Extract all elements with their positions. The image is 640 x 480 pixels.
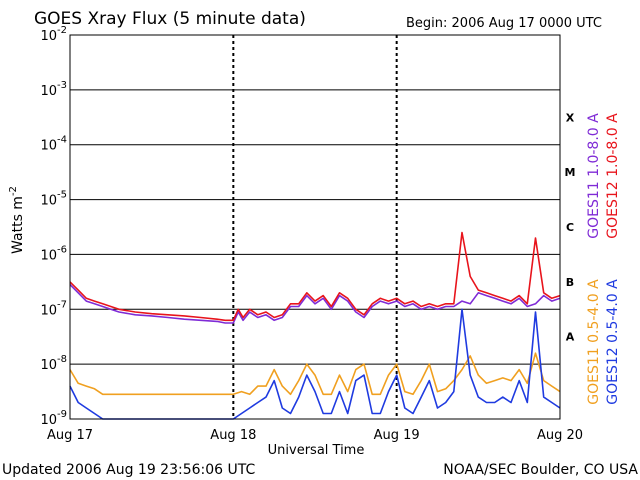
y-tick-base: 10 <box>40 194 57 209</box>
legend-entry-1: GOES12 1.0-8.0 A <box>605 113 621 239</box>
y-tick-base: 10 <box>40 358 57 373</box>
y-tick-exponent: -8 <box>57 354 67 365</box>
y-axis-label-sup: -2 <box>8 186 19 196</box>
y-tick-label-6: 10-3 <box>40 80 67 99</box>
y-tick-exponent: -9 <box>57 409 67 420</box>
y-tick-label-7: 10-2 <box>40 25 67 44</box>
legend-entry-3: GOES12 0.5-4.0 A <box>605 279 621 405</box>
footer-updated: Updated 2006 Aug 19 23:56:06 UTC <box>2 462 255 478</box>
y-axis-label: Watts m-2 <box>8 186 26 254</box>
y-tick-exponent: -5 <box>57 190 67 201</box>
legend: GOES11 1.0-8.0 A GOES12 1.0-8.0 A GOES11 0… <box>586 113 621 405</box>
flare-class-label-2: C <box>566 221 574 234</box>
svg-text:Watts m-2: Watts m-2 <box>8 186 26 254</box>
y-tick-label-0: 10-9 <box>40 409 67 428</box>
x-tick-label-0: Aug 17 <box>47 428 93 443</box>
flare-class-label-0: A <box>566 331 575 344</box>
footer-credit: NOAA/SEC Boulder, CO USA <box>443 462 638 478</box>
y-tick-label-5: 10-4 <box>40 135 67 154</box>
chart-title: GOES Xray Flux (5 minute data) <box>34 9 306 29</box>
legend-entry-0: GOES11 1.0-8.0 A <box>586 113 602 239</box>
y-tick-base: 10 <box>40 29 57 44</box>
x-axis-label: Universal Time <box>268 443 365 458</box>
y-tick-label-1: 10-8 <box>40 354 67 373</box>
x-tick-label-3: Aug 20 <box>537 428 583 443</box>
y-tick-label-2: 10-7 <box>40 299 67 318</box>
flare-class-label-3: M <box>565 166 576 179</box>
y-axis-label-text: Watts m <box>10 196 26 254</box>
y-tick-base: 10 <box>40 84 57 99</box>
y-tick-base: 10 <box>40 303 57 318</box>
y-tick-exponent: -7 <box>57 299 67 310</box>
series-line-0 <box>69 284 561 324</box>
flare-class-label-1: B <box>566 276 574 289</box>
y-tick-exponent: -4 <box>57 135 67 146</box>
flare-class-label-4: X <box>566 111 575 124</box>
y-tick-exponent: -3 <box>57 80 67 91</box>
x-tick-label-2: Aug 19 <box>374 428 420 443</box>
x-tick-label-1: Aug 18 <box>210 428 256 443</box>
y-tick-exponent: -2 <box>57 25 67 36</box>
begin-label: Begin: 2006 Aug 17 0000 UTC <box>406 16 602 31</box>
y-tick-label-3: 10-6 <box>40 244 67 263</box>
y-tick-label-4: 10-5 <box>40 190 67 209</box>
plot-frame <box>69 34 561 420</box>
y-tick-base: 10 <box>40 248 57 263</box>
y-tick-base: 10 <box>40 413 57 428</box>
y-tick-base: 10 <box>40 139 57 154</box>
series-line-2 <box>69 352 561 396</box>
y-tick-exponent: -6 <box>57 244 67 255</box>
legend-entry-2: GOES11 0.5-4.0 A <box>586 279 602 405</box>
series-line-1 <box>69 231 561 322</box>
